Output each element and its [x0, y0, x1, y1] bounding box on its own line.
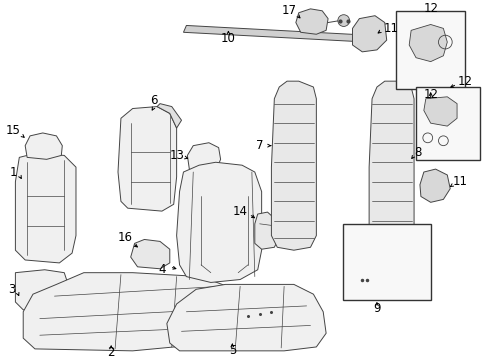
Text: 16: 16 [117, 231, 132, 244]
Text: 12: 12 [423, 3, 438, 15]
Polygon shape [255, 212, 279, 249]
Bar [343, 224, 431, 300]
Polygon shape [183, 26, 369, 42]
Polygon shape [176, 162, 262, 283]
Text: 2: 2 [107, 346, 115, 359]
Text: 1: 1 [10, 166, 17, 179]
Polygon shape [420, 169, 450, 202]
Polygon shape [424, 97, 457, 126]
Polygon shape [25, 133, 62, 159]
Polygon shape [187, 143, 220, 173]
Polygon shape [15, 153, 76, 263]
Polygon shape [271, 81, 317, 250]
Text: 11: 11 [384, 22, 399, 35]
Polygon shape [118, 107, 176, 211]
Text: 12: 12 [423, 88, 438, 102]
Text: 4: 4 [158, 263, 166, 276]
Text: 11: 11 [452, 175, 467, 188]
Circle shape [338, 15, 349, 26]
Text: 14: 14 [233, 204, 247, 217]
Bar [416, 87, 480, 160]
Text: 10: 10 [221, 32, 236, 45]
Text: 17: 17 [281, 4, 296, 17]
Polygon shape [15, 270, 72, 312]
Text: 15: 15 [6, 125, 21, 138]
Text: 9: 9 [373, 302, 381, 315]
Polygon shape [157, 104, 181, 128]
Text: 13: 13 [169, 149, 184, 162]
Text: 8: 8 [414, 146, 422, 159]
Polygon shape [167, 284, 326, 351]
Text: 3: 3 [8, 283, 15, 296]
Text: 6: 6 [150, 94, 158, 107]
Polygon shape [369, 81, 414, 255]
Polygon shape [352, 16, 387, 52]
Bar [396, 11, 465, 89]
Polygon shape [131, 239, 170, 269]
Text: 5: 5 [229, 345, 236, 357]
Text: 7: 7 [256, 139, 264, 152]
Polygon shape [23, 273, 245, 351]
Polygon shape [409, 24, 447, 62]
Text: 12: 12 [457, 75, 472, 88]
Polygon shape [296, 9, 328, 34]
